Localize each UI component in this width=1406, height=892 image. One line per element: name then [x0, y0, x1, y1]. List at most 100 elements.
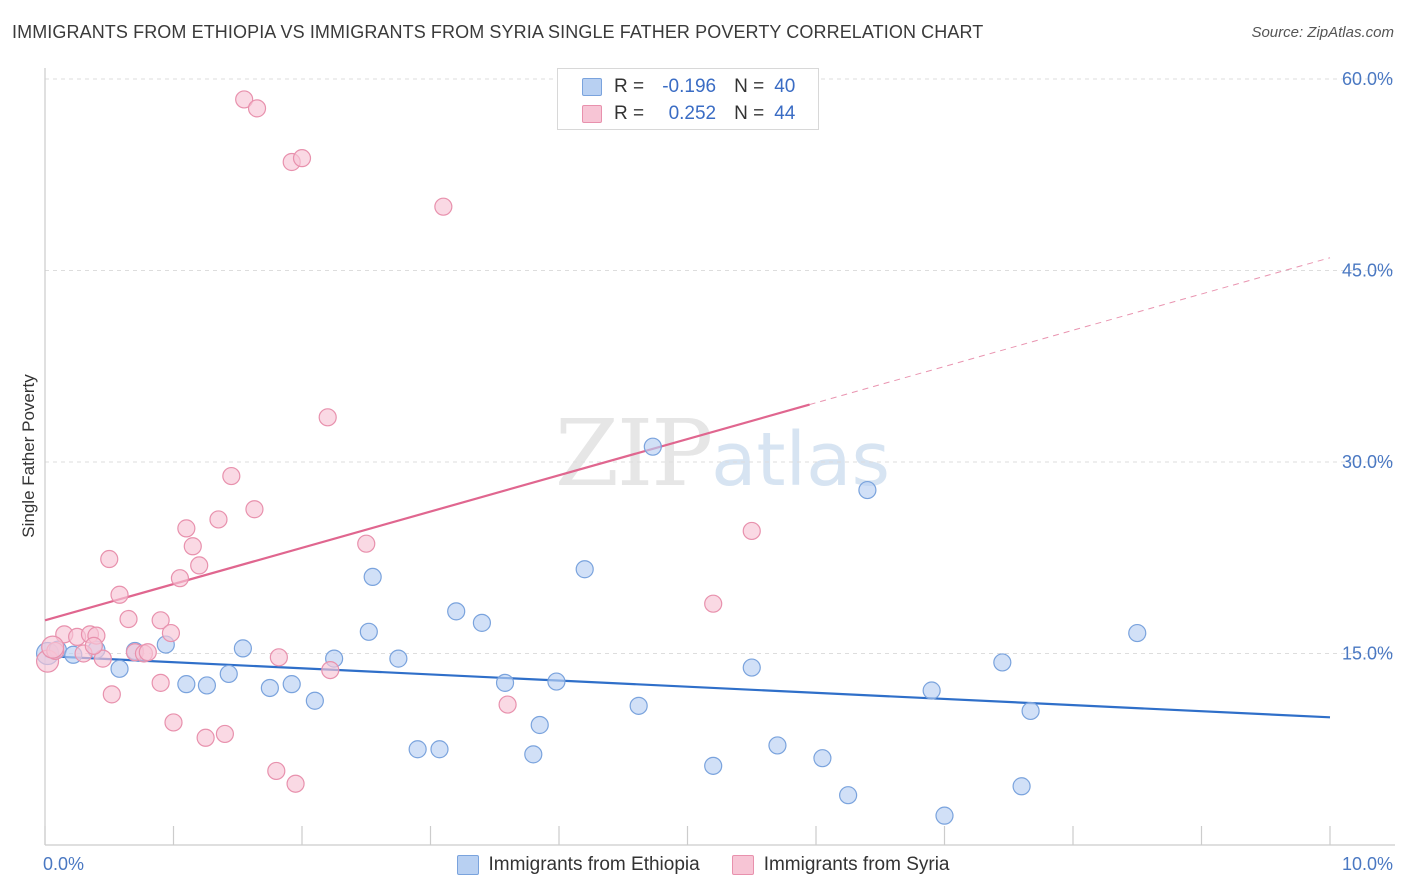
- correlation-legend: R = -0.196 N = 40 R = 0.252 N = 44: [557, 68, 819, 130]
- syria-point-36: [321, 660, 340, 680]
- ethiopia-legend-label: Immigrants from Ethiopia: [488, 854, 700, 875]
- syria-point-20: [177, 519, 196, 538]
- series-legend: Immigrants from Ethiopia Immigrants from…: [0, 852, 1406, 878]
- ethiopia-trend-line: [44, 654, 1331, 719]
- syria-point-42: [41, 635, 65, 659]
- ethiopia-swatch: [582, 78, 602, 96]
- syria-point-35: [318, 408, 337, 427]
- syria-point-38: [434, 197, 453, 216]
- source-label: Source: ZipAtlas.com: [1251, 24, 1394, 41]
- syria-trend-extension: [809, 257, 1331, 406]
- y-tick-label-0: 15.0%: [1342, 644, 1393, 664]
- ethiopia-point-19: [430, 740, 449, 759]
- ethiopia-point-7: [177, 675, 196, 694]
- ethiopia-point-24: [530, 715, 549, 735]
- ethiopia-legend-swatch: [456, 855, 479, 875]
- ethiopia-point-8: [197, 676, 217, 695]
- ethiopia-point-27: [629, 696, 648, 715]
- legend-item-syria[interactable]: Immigrants from Syria: [731, 854, 950, 876]
- syria-legend-label: Immigrants from Syria: [763, 854, 950, 875]
- y-tick-label-1: 30.0%: [1342, 452, 1393, 472]
- syria-point-19: [170, 569, 190, 588]
- x-tick-label-1: 10.0%: [1342, 854, 1393, 874]
- legend-item-ethiopia[interactable]: Immigrants from Ethiopia: [456, 854, 700, 876]
- ethiopia-point-22: [495, 673, 515, 692]
- ethiopia-point-9: [219, 664, 238, 684]
- syria-point-33: [286, 774, 305, 793]
- ethiopia-point-21: [472, 613, 491, 632]
- y-axis-label: Single Father Poverty: [19, 374, 38, 538]
- ethiopia-point-18: [408, 740, 427, 759]
- ethiopia-point-26: [575, 560, 594, 579]
- syria-point-14: [138, 643, 157, 662]
- syria-trend-line: [44, 403, 810, 622]
- legend-row-syria: R = 0.252 N = 44: [582, 102, 795, 126]
- syria-point-41: [742, 521, 761, 541]
- ethiopia-n-value: 40: [774, 76, 796, 97]
- syria-point-7: [93, 649, 112, 668]
- x-tick-label-0: 0.0%: [43, 854, 84, 874]
- syria-legend-swatch: [731, 855, 754, 875]
- syria-point-39: [498, 695, 517, 714]
- ethiopia-point-16: [363, 567, 382, 587]
- axes: [44, 68, 1395, 846]
- syria-point-16: [151, 673, 170, 692]
- ethiopia-point-10: [233, 639, 252, 658]
- syria-point-8: [100, 549, 119, 569]
- ethiopia-point-33: [839, 786, 858, 805]
- ethiopia-point-20: [447, 602, 466, 621]
- syria-point-18: [164, 713, 183, 732]
- syria-point-40: [704, 594, 723, 613]
- ethiopia-point-37: [993, 653, 1012, 672]
- ethiopia-point-32: [813, 749, 832, 768]
- ethiopia-point-15: [359, 622, 378, 641]
- ethiopia-point-25: [547, 672, 566, 691]
- syria-point-30: [267, 761, 286, 781]
- ethiopia-point-39: [1012, 777, 1031, 796]
- ethiopia-point-12: [282, 675, 301, 694]
- y-tick-label-3: 60.0%: [1342, 69, 1393, 89]
- ethiopia-point-38: [1021, 701, 1040, 721]
- syria-point-29: [245, 500, 264, 519]
- syria-point-10: [110, 585, 129, 604]
- ethiopia-point-4: [110, 659, 129, 678]
- syria-point-23: [196, 728, 215, 747]
- ethiopia-point-34: [858, 480, 877, 500]
- syria-point-37: [357, 534, 376, 553]
- syria-point-9: [102, 685, 121, 704]
- y-tick-label-2: 45.0%: [1342, 261, 1393, 281]
- ethiopia-r-label: R =: [614, 76, 645, 97]
- ethiopia-point-13: [305, 691, 324, 710]
- ethiopia-point-17: [389, 649, 408, 668]
- syria-point-28: [247, 99, 267, 118]
- syria-point-22: [190, 556, 209, 575]
- ethiopia-r-value: -0.196: [662, 76, 717, 97]
- tick-labels: 15.0% 30.0% 45.0% 60.0% 0.0% 10.0%: [43, 69, 1393, 874]
- trend-lines: [44, 257, 1331, 719]
- data-points: [35, 90, 1147, 825]
- syria-r-label: R =: [614, 103, 645, 124]
- ethiopia-point-29: [704, 756, 723, 775]
- ethiopia-n-label: N =: [734, 76, 765, 97]
- ethiopia-point-31: [768, 736, 787, 755]
- ethiopia-point-40: [1128, 623, 1147, 643]
- ethiopia-point-11: [260, 678, 279, 698]
- syria-point-17: [161, 623, 181, 643]
- syria-point-26: [222, 466, 241, 486]
- ethiopia-point-30: [742, 658, 761, 677]
- syria-n-value: 44: [774, 103, 796, 124]
- watermark: ZIPatlas: [555, 400, 890, 507]
- legend-row-ethiopia: R = -0.196 N = 40: [582, 75, 795, 99]
- syria-point-21: [183, 537, 202, 556]
- syria-point-15: [151, 611, 170, 630]
- syria-point-25: [215, 724, 234, 744]
- syria-point-31: [269, 648, 288, 667]
- syria-n-label: N =: [734, 103, 765, 124]
- ethiopia-point-28: [643, 437, 662, 456]
- syria-point-27: [235, 90, 254, 109]
- ethiopia-point-35: [922, 681, 941, 700]
- syria-r-value: 0.252: [668, 103, 717, 124]
- ethiopia-point-36: [935, 806, 954, 825]
- syria-point-11: [119, 609, 138, 629]
